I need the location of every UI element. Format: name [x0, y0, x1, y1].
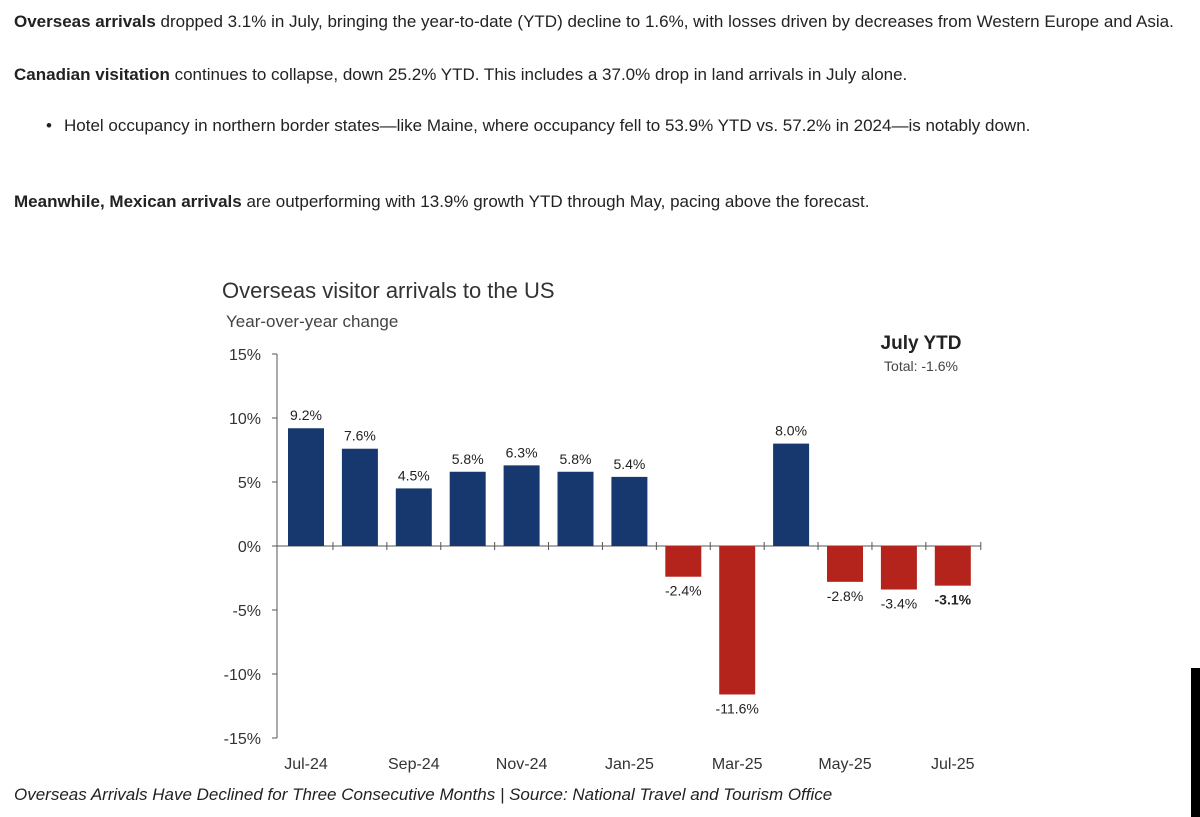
- bar: [719, 546, 756, 695]
- paragraph-body: dropped 3.1% in July, bringing the year-…: [155, 12, 1174, 31]
- bar-value-label: -11.6%: [716, 700, 759, 716]
- x-tick-label: Jan-25: [605, 756, 654, 773]
- bar-value-label: 7.6%: [344, 428, 376, 444]
- paragraph-lead: Meanwhile, Mexican arrivals: [14, 192, 242, 211]
- x-tick-label: May-25: [818, 756, 871, 773]
- bar-value-label: 8.0%: [775, 423, 807, 439]
- ytd-annotation: July YTD Total: -1.6%: [881, 333, 962, 374]
- y-tick-label: 0%: [238, 539, 261, 556]
- y-tick-label: -5%: [233, 603, 261, 620]
- paragraph-canadian-visitation: Canadian visitation continues to collaps…: [14, 64, 907, 86]
- bullet-list: • Hotel occupancy in northern border stat…: [46, 115, 1030, 137]
- bar: [665, 546, 702, 577]
- bar-chart: Overseas visitor arrivals to the US Year…: [222, 278, 982, 773]
- bar: [611, 476, 648, 546]
- y-tick-label: -15%: [224, 731, 261, 748]
- bars-group: [288, 428, 971, 695]
- bar-value-label: -2.8%: [827, 588, 864, 604]
- bar-value-label: 6.3%: [506, 444, 538, 460]
- bar-value-label: -3.1%: [935, 592, 972, 608]
- paragraph-body: are outperforming with 13.9% growth YTD …: [241, 192, 870, 211]
- bar: [934, 546, 971, 586]
- bar-value-label: 4.5%: [398, 467, 430, 483]
- x-tick-label: Sep-24: [388, 756, 440, 773]
- bar: [827, 546, 863, 582]
- bar-value-label: 5.8%: [560, 451, 592, 467]
- bar-value-label: 5.4%: [613, 456, 645, 472]
- y-tick-label: 10%: [229, 411, 261, 428]
- chart-title: Overseas visitor arrivals to the US: [222, 278, 555, 303]
- paragraph-body: continues to collapse, down 25.2% YTD. T…: [169, 65, 908, 84]
- x-tick-label: Jul-25: [931, 756, 975, 773]
- bar-value-label: 5.8%: [452, 451, 484, 467]
- paragraph-mexican-arrivals: Meanwhile, Mexican arrivals are outperfo…: [14, 191, 869, 213]
- bar: [557, 471, 594, 546]
- paragraph-overseas-arrivals: Overseas arrivals dropped 3.1% in July, …: [14, 11, 1174, 33]
- paragraph-lead: Canadian visitation: [14, 65, 170, 84]
- bar-labels-group: 9.2% 7.6% 4.5% 5.8% 6.3% 5.8% 5.4% -2.4% -11.6% 8…: [290, 407, 972, 716]
- y-axis: 15% 10% 5% 0% -5% -10% -15%: [224, 347, 278, 748]
- x-tick-label: Jul-24: [284, 756, 328, 773]
- bullet-text: Hotel occupancy in northern border state…: [64, 116, 1031, 135]
- bar: [503, 465, 540, 546]
- annotation-title: July YTD: [881, 333, 962, 354]
- chart-subtitle: Year-over-year change: [226, 312, 398, 331]
- bar-value-label: -3.4%: [881, 596, 918, 612]
- bar-value-label: 9.2%: [290, 407, 322, 423]
- annotation-subtitle: Total: -1.6%: [884, 358, 958, 374]
- y-tick-label: -10%: [224, 667, 261, 684]
- bar: [880, 546, 917, 590]
- edge-scrollbar[interactable]: [1191, 668, 1200, 817]
- bar: [449, 471, 486, 546]
- x-tick-label: Mar-25: [712, 756, 763, 773]
- bullet-icon: •: [46, 116, 52, 135]
- bar: [395, 488, 432, 546]
- bar-value-label: -2.4%: [665, 583, 702, 599]
- y-tick-label: 5%: [238, 475, 261, 492]
- paragraph-lead: Overseas arrivals: [14, 12, 156, 31]
- chart-caption: Overseas Arrivals Have Declined for Thre…: [14, 785, 833, 804]
- list-item: • Hotel occupancy in northern border stat…: [46, 115, 1030, 137]
- x-axis: Jul-24 Sep-24 Nov-24 Jan-25 Mar-25 May-25 Jul-…: [277, 542, 982, 773]
- bar: [341, 448, 378, 546]
- y-tick-label: 15%: [229, 347, 261, 364]
- bar: [773, 443, 810, 546]
- x-tick-label: Nov-24: [496, 756, 548, 773]
- bar: [288, 428, 324, 546]
